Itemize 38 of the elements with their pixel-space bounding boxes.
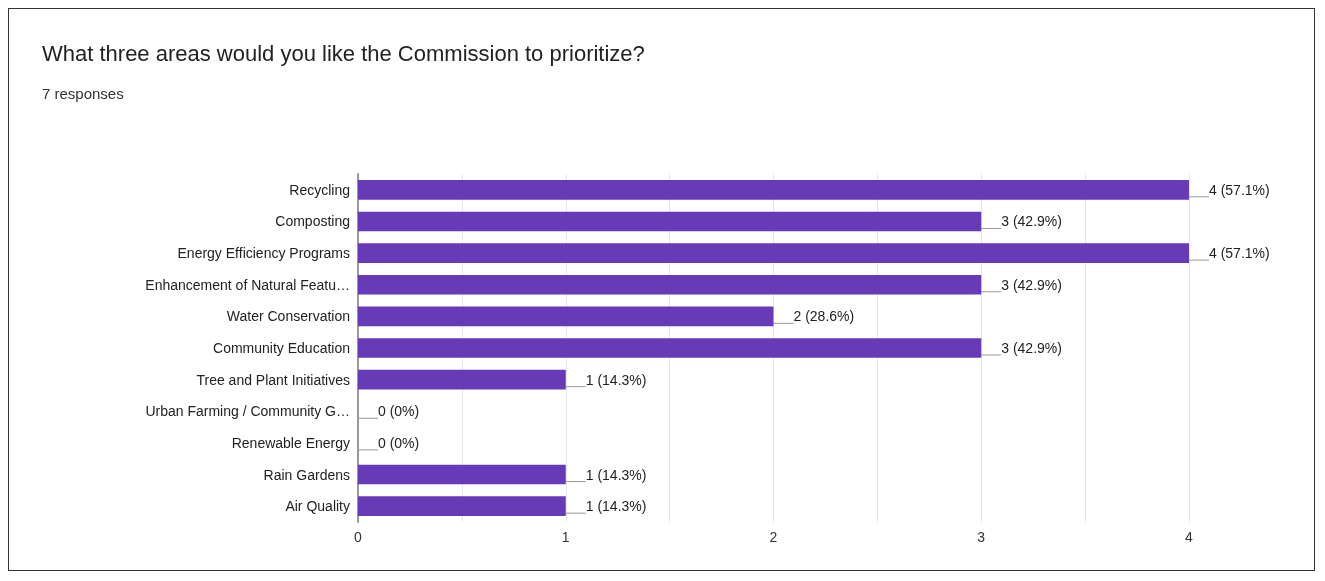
bar: [358, 464, 566, 485]
data-label: 4 (57.1%): [1209, 245, 1270, 262]
x-tick-label: 0: [354, 529, 363, 545]
data-label: 2 (28.6%): [793, 308, 855, 325]
bar: [358, 274, 982, 295]
x-tick-label: 4: [1185, 529, 1194, 545]
x-tick-label: 1: [561, 529, 570, 545]
chart-title: What three areas would you like the Commission to prioritize?: [42, 40, 645, 66]
y-tick-label: Urban Farming / Community G…: [145, 403, 350, 420]
data-label: 3 (42.9%): [1001, 340, 1062, 356]
y-tick-label: Air Quality: [285, 498, 350, 515]
y-tick-label: Community Education: [213, 340, 350, 356]
data-label: 3 (42.9%): [1001, 213, 1062, 230]
data-label: 4 (57.1%): [1209, 181, 1270, 198]
bar: [358, 496, 566, 516]
y-tick-label: Enhancement of Natural Featu…: [145, 276, 350, 293]
y-tick-label: Energy Efficiency Programs: [177, 245, 350, 262]
bar: [358, 338, 982, 358]
data-label: 1 (14.3%): [585, 466, 647, 483]
bar: [358, 243, 1189, 263]
y-tick-label: Composting: [275, 213, 350, 230]
y-tick-label: Renewable Energy: [231, 434, 350, 451]
x-tick-label: 2: [769, 529, 778, 545]
bar: [358, 306, 774, 327]
bar: [358, 211, 982, 232]
data-label: 0 (0%): [378, 403, 420, 420]
bar: [358, 369, 566, 390]
data-label: 0 (0%): [378, 434, 420, 451]
data-label: 1 (14.3%): [585, 371, 647, 388]
y-tick-label: Rain Gardens: [263, 466, 350, 483]
y-tick-label: Recycling: [289, 181, 350, 198]
bar: [358, 180, 1189, 200]
y-tick-label: Tree and Plant Initiatives: [196, 371, 350, 388]
data-label: 1 (14.3%): [585, 498, 647, 515]
data-label: 3 (42.9%): [1001, 276, 1062, 293]
x-tick-label: 3: [977, 529, 986, 545]
y-tick-label: Water Conservation: [226, 308, 350, 325]
text: 7 responses: [42, 85, 124, 102]
